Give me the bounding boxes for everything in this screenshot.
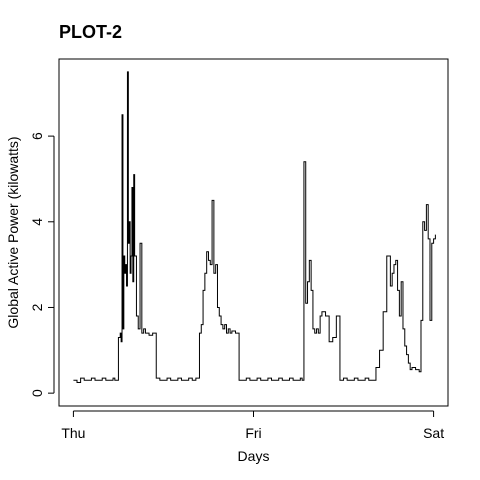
x-tick-label: Thu bbox=[61, 425, 85, 441]
y-tick-label: 6 bbox=[29, 132, 45, 140]
x-tick-label: Sat bbox=[423, 425, 444, 441]
x-axis-label: Days bbox=[238, 448, 270, 464]
y-tick-label: 2 bbox=[29, 303, 45, 311]
series-layer bbox=[73, 71, 436, 383]
y-axis-label: Global Active Power (kilowatts) bbox=[5, 136, 21, 328]
x-tick-label: Fri bbox=[245, 425, 261, 441]
y-tick-label: 0 bbox=[29, 389, 45, 397]
chart-title: PLOT-2 bbox=[59, 22, 122, 42]
plot-frame bbox=[58, 58, 449, 407]
y-tick-label: 4 bbox=[29, 218, 45, 226]
y-axis: 0 2 4 6 bbox=[29, 132, 55, 397]
series-line-0 bbox=[73, 71, 436, 383]
x-axis: Thu Fri Sat bbox=[61, 410, 444, 441]
